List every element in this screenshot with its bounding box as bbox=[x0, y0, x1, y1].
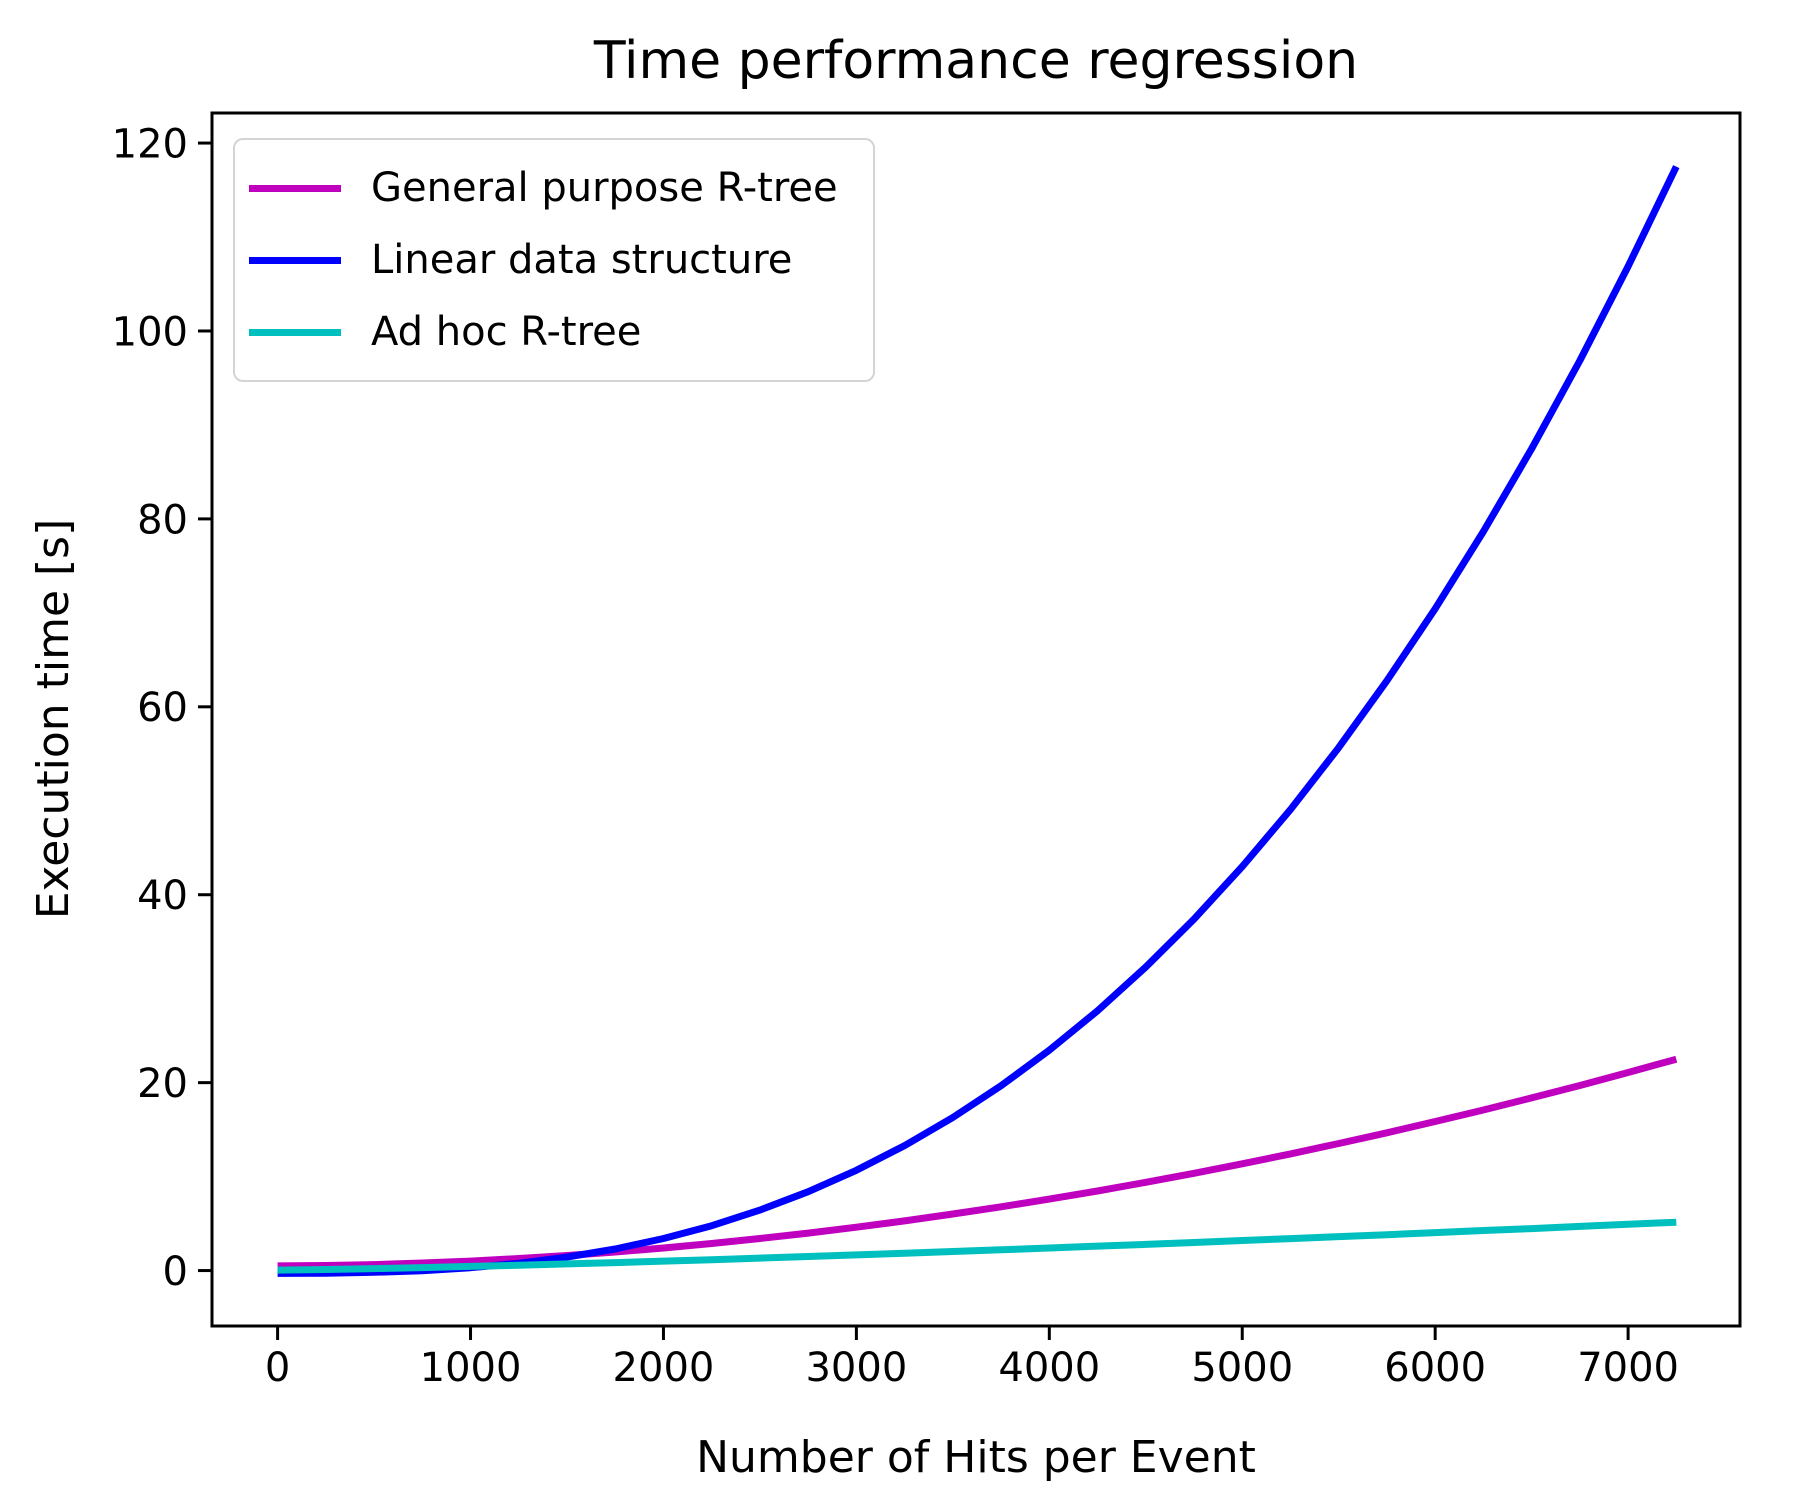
legend-label: Ad hoc R-tree bbox=[371, 309, 642, 355]
chart-title: Time performance regression bbox=[593, 31, 1358, 91]
legend-item: Linear data structure bbox=[249, 224, 855, 296]
x-tick-label: 1000 bbox=[420, 1345, 522, 1391]
legend-swatch-general-purpose-r-tree bbox=[249, 184, 341, 192]
y-tick-label: 40 bbox=[137, 873, 188, 919]
y-tick-label: 120 bbox=[112, 121, 188, 167]
legend-item: Ad hoc R-tree bbox=[249, 296, 855, 368]
series-line-ad-hoc-r-tree bbox=[277, 1218, 1677, 1274]
x-tick-label: 4000 bbox=[998, 1345, 1100, 1391]
legend-item: General purpose R-tree bbox=[249, 152, 855, 224]
x-tick-label: 2000 bbox=[613, 1345, 715, 1391]
series-lines bbox=[277, 165, 1680, 1277]
y-tick-label: 100 bbox=[112, 309, 188, 355]
x-tick-label: 6000 bbox=[1384, 1345, 1486, 1391]
y-tick-label: 0 bbox=[163, 1249, 188, 1295]
x-tick-label: 5000 bbox=[1191, 1345, 1293, 1391]
y-tick-label: 80 bbox=[137, 497, 188, 543]
legend-swatch-ad-hoc-r-tree bbox=[249, 328, 341, 336]
legend: General purpose R-tree Linear data struc… bbox=[233, 138, 875, 382]
axes-frame bbox=[210, 111, 1742, 1328]
y-axis-label: Execution time [s] bbox=[28, 519, 79, 920]
legend-swatch-linear-data-structure bbox=[249, 256, 341, 264]
series-line-general-purpose-r-tree bbox=[277, 1055, 1678, 1270]
x-axis-ticks: 0 1000 2000 3000 4000 5000 6000 7000 bbox=[265, 1326, 1679, 1391]
y-tick-label: 20 bbox=[137, 1061, 188, 1107]
x-tick-label: 3000 bbox=[805, 1345, 907, 1391]
y-tick-label: 60 bbox=[137, 685, 188, 731]
legend-label: Linear data structure bbox=[371, 237, 793, 283]
x-axis-label: Number of Hits per Event bbox=[696, 1432, 1256, 1483]
x-tick-label: 7000 bbox=[1577, 1345, 1679, 1391]
x-tick-label: 0 bbox=[265, 1345, 290, 1391]
y-axis-ticks: 0 20 40 60 80 100 120 bbox=[112, 121, 212, 1295]
legend-label: General purpose R-tree bbox=[371, 165, 838, 211]
